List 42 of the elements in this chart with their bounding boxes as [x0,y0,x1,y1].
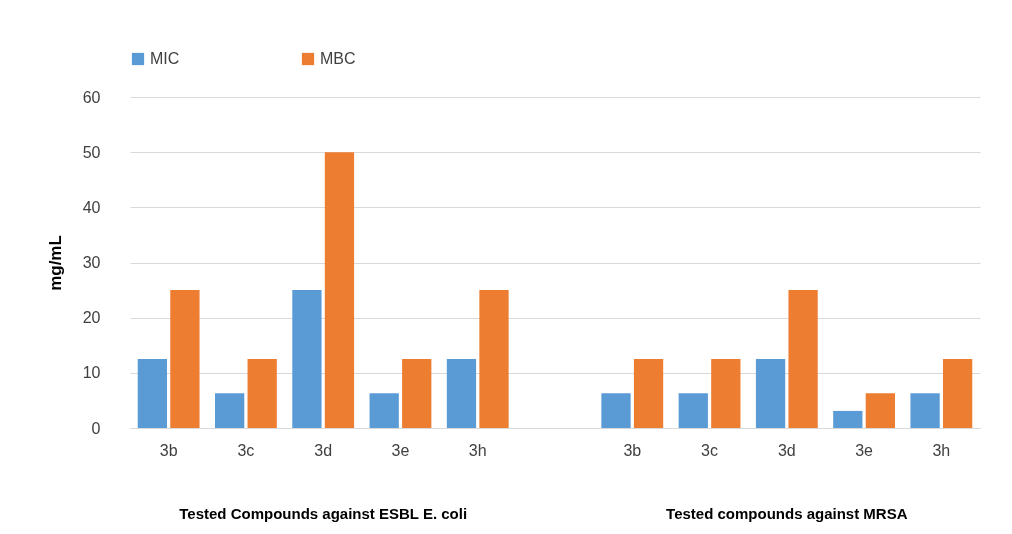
bar [942,359,973,428]
bar [324,152,355,428]
bar [369,393,399,428]
bar [601,393,631,428]
bar [247,359,277,428]
legend-label: MBC [320,50,356,67]
y-tick-label: 40 [82,198,101,216]
y-tick-label: 20 [82,309,101,327]
y-tick-label: 30 [82,254,101,271]
bar [865,393,895,428]
y-axis-title: mg/mL [45,235,65,291]
bar [402,359,432,428]
x-tick-label: 3h [468,441,487,459]
x-tick-label: 3d [314,441,333,459]
bar [633,359,664,428]
y-tick-label: 60 [82,88,101,106]
bar [215,393,245,428]
bar [788,290,818,428]
bar [137,359,168,428]
x-tick-label: 3d [777,441,796,459]
x-tick-label: 3b [623,441,642,459]
y-tick-label: 10 [82,364,101,382]
y-tick-label: 50 [82,143,101,161]
text: Tested compounds against MRSA [666,505,908,522]
x-tick-label: 3c [701,441,718,459]
bar [170,290,200,428]
bar [678,393,708,428]
bar [479,290,509,428]
bar [833,410,863,428]
x-tick-label: 3b [159,441,178,459]
x-tick-label: 3e [391,441,410,459]
bar [910,393,940,428]
bar [292,290,322,428]
y-tick-label: 0 [91,419,101,437]
x-tick-label: 3h [932,441,951,459]
bar [711,359,741,428]
x-tick-label: 3e [855,441,874,459]
x-tick-label: 3c [237,441,255,459]
bar [755,359,786,428]
legend-label: MIC [150,50,180,67]
text: Tested Compounds against ESBL E. coli [179,505,468,522]
bar [446,359,477,428]
